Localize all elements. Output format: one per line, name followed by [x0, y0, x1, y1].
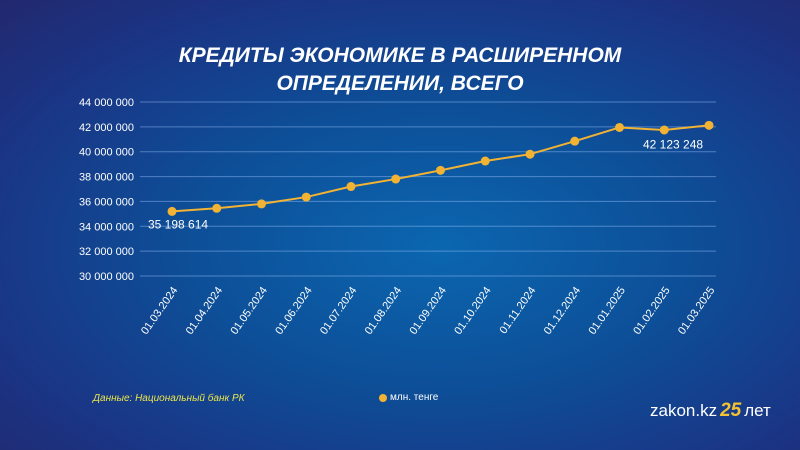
data-point [391, 174, 401, 184]
x-tick-label: 01.02.2025 [631, 285, 672, 337]
data-point [659, 125, 669, 135]
data-point [570, 136, 580, 146]
y-tick-label: 30 000 000 [79, 271, 134, 283]
data-point [301, 192, 311, 202]
x-tick-label: 01.12.2024 [542, 285, 583, 337]
chart-title-line-2: ОПРЕДЕЛЕНИИ, ВСЕГО [276, 72, 524, 95]
x-tick-label: 01.06.2024 [273, 285, 314, 337]
data-point [480, 156, 490, 166]
logo-text: zakon.kz [650, 401, 718, 420]
logo: zakon.kz 25 лет [650, 400, 771, 422]
x-tick-label: 01.04.2024 [184, 285, 225, 337]
y-tick-label: 34 000 000 [79, 221, 134, 233]
logo-suffix: лет [744, 401, 771, 420]
x-tick-label: 01.03.2025 [676, 285, 717, 337]
x-tick-label: 01.09.2024 [408, 285, 449, 337]
x-tick-label: 01.01.2025 [587, 285, 628, 337]
data-point [257, 199, 266, 209]
data-label-last: 42 123 248 [643, 137, 703, 151]
chart-title: КРЕДИТЫ ЭКОНОМИКЕ В РАСШИРЕННОМ ОПРЕДЕЛЕ… [0, 42, 800, 98]
x-tick-label: 01.05.2024 [229, 285, 270, 337]
data-label-first: 35 198 614 [148, 217, 208, 231]
legend: млн. тенге [379, 392, 438, 403]
x-tick-label: 01.11.2024 [498, 285, 539, 336]
data-point [615, 122, 624, 132]
logo-badge: 25 [720, 400, 742, 421]
x-tick-label: 01.08.2024 [363, 285, 404, 337]
data-point [525, 149, 535, 159]
data-point [436, 165, 445, 175]
y-tick-label: 38 000 000 [79, 172, 134, 184]
legend-label: млн. тенге [390, 392, 439, 403]
legend-marker-icon [379, 393, 387, 402]
y-tick-label: 32 000 000 [79, 246, 134, 258]
data-point [167, 206, 177, 216]
chart-title-line-1: КРЕДИТЫ ЭКОНОМИКЕ В РАСШИРЕННОМ [178, 44, 622, 67]
data-point [346, 182, 356, 192]
data-point [212, 203, 222, 213]
x-tick-label: 01.03.2024 [139, 285, 180, 337]
data-point [704, 120, 714, 130]
y-tick-label: 44 000 000 [79, 97, 134, 109]
y-tick-label: 42 000 000 [79, 122, 134, 134]
y-tick-label: 40 000 000 [79, 147, 134, 159]
y-tick-label: 36 000 000 [79, 196, 134, 208]
data-source: Данные: Национальный банк РК [93, 393, 245, 404]
x-tick-label: 01.07.2024 [318, 285, 359, 337]
x-tick-label: 01.10.2024 [452, 285, 493, 337]
